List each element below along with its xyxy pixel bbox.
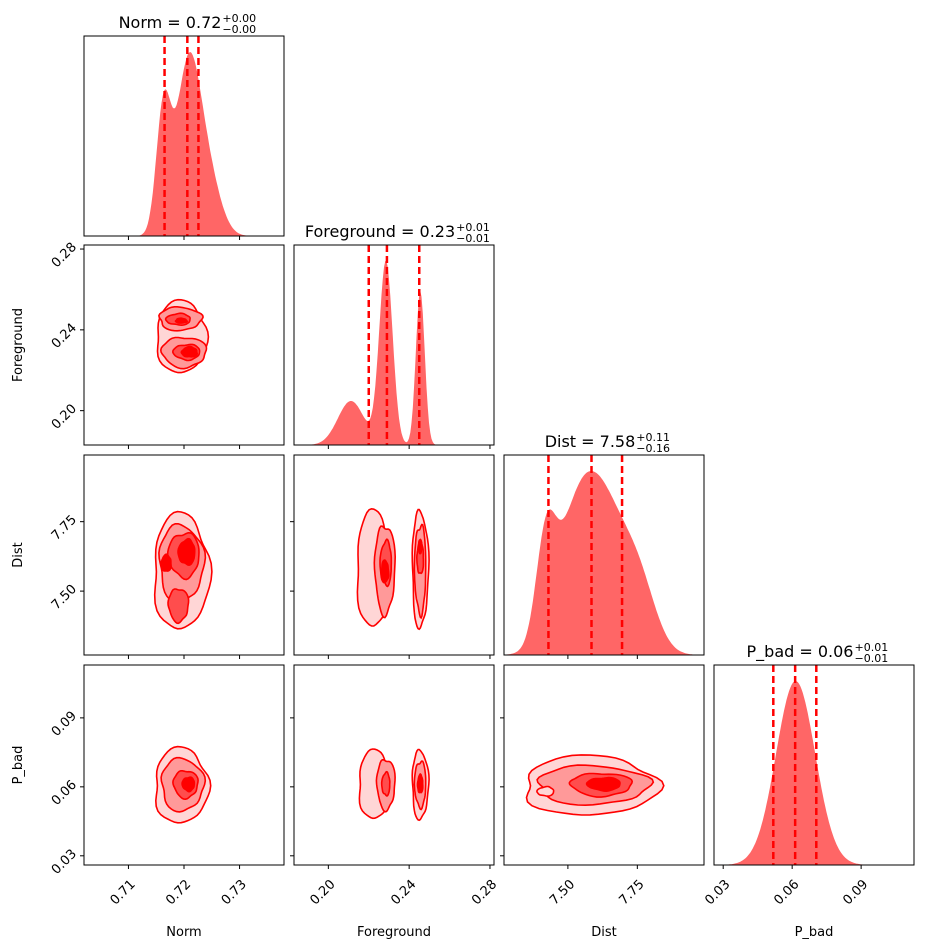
panel-foreground-foreground bbox=[293, 244, 495, 446]
contour-level-2 bbox=[380, 770, 391, 797]
title-sup-p_bad: +0.01 bbox=[854, 641, 888, 654]
x-axis-label-foreground: Foreground bbox=[357, 925, 431, 940]
x-tick-label-p_bad: 0.06 bbox=[771, 877, 802, 908]
contour-level-3 bbox=[585, 776, 621, 793]
y-axis-label-dist: Dist bbox=[11, 542, 26, 568]
contour-level-3 bbox=[177, 537, 196, 567]
title-sub-dist: −0.16 bbox=[636, 442, 670, 455]
panel-frames bbox=[83, 35, 915, 866]
x-axis-label-p_bad: P_bad bbox=[795, 925, 834, 940]
y-tick-label-p_bad: 0.03 bbox=[49, 847, 80, 878]
x-axis-label-dist: Dist bbox=[591, 925, 617, 940]
x-tick-label-p_bad: 0.09 bbox=[840, 877, 871, 908]
contour-level-3 bbox=[417, 538, 423, 555]
x-tick-label-dist: 7.75 bbox=[616, 877, 647, 908]
contour-level-3 bbox=[416, 773, 424, 794]
y-axis-label-p_bad: P_bad bbox=[11, 746, 26, 785]
contour-norm-vs-dist bbox=[153, 510, 213, 630]
x-tick-label-dist: 7.50 bbox=[547, 877, 578, 908]
title-sub-p_bad: −0.01 bbox=[854, 652, 888, 665]
tick-marks bbox=[80, 236, 862, 869]
title-sup-norm: +0.00 bbox=[222, 12, 256, 25]
panel-dist-p_bad bbox=[503, 664, 705, 866]
contour-level-2 bbox=[167, 588, 190, 625]
y-axis-label-foreground: Foreground bbox=[11, 308, 26, 382]
contour-level-3 bbox=[174, 317, 189, 324]
contour-level-0 bbox=[536, 785, 555, 798]
title-norm: Norm = 0.72 bbox=[119, 13, 222, 32]
x-tick-label-norm: 0.73 bbox=[219, 877, 250, 908]
histogram-foreground bbox=[294, 261, 494, 445]
histogram-norm bbox=[84, 52, 284, 236]
y-tick-label-p_bad: 0.06 bbox=[49, 778, 80, 809]
y-tick-label-dist: 7.75 bbox=[49, 512, 80, 543]
panel-p_bad-p_bad bbox=[713, 664, 915, 866]
contour-norm-vs-foreground bbox=[156, 298, 210, 374]
x-tick-label-foreground: 0.24 bbox=[388, 877, 419, 908]
contour-level-3 bbox=[181, 776, 196, 793]
x-tick-label-p_bad: 0.03 bbox=[702, 877, 733, 908]
title-foreground: Foreground = 0.23 bbox=[305, 222, 455, 241]
y-tick-label-foreground: 0.28 bbox=[49, 240, 80, 271]
y-tick-label-foreground: 0.24 bbox=[49, 321, 80, 352]
title-sup-dist: +0.11 bbox=[636, 431, 670, 444]
x-axis-label-norm: Norm bbox=[166, 925, 201, 940]
contour-level-3 bbox=[380, 559, 390, 584]
plot-fills bbox=[84, 52, 914, 865]
y-tick-label-p_bad: 0.09 bbox=[49, 709, 80, 740]
x-tick-label-foreground: 0.28 bbox=[469, 877, 500, 908]
contour-foreground-vs-p_bad bbox=[358, 748, 430, 822]
histogram-p_bad bbox=[714, 681, 914, 865]
title-sub-foreground: −0.01 bbox=[456, 232, 490, 245]
panel-foreground-p_bad bbox=[293, 664, 495, 866]
contour-norm-vs-p_bad bbox=[154, 745, 212, 824]
contour-level-3 bbox=[160, 553, 172, 572]
plot-lines bbox=[163, 36, 818, 865]
x-tick-label-norm: 0.71 bbox=[108, 877, 139, 908]
title-sup-foreground: +0.01 bbox=[456, 221, 490, 234]
x-tick-label-foreground: 0.20 bbox=[308, 877, 339, 908]
title-dist: Dist = 7.58 bbox=[545, 432, 636, 451]
histogram-dist bbox=[504, 471, 704, 655]
contour-level-3 bbox=[180, 345, 199, 358]
panel-dist-dist bbox=[503, 454, 705, 656]
title-p_bad: P_bad = 0.06 bbox=[747, 642, 854, 662]
y-tick-label-dist: 7.50 bbox=[49, 582, 80, 613]
x-tick-label-norm: 0.72 bbox=[163, 877, 194, 908]
contour-dist-vs-p_bad bbox=[525, 754, 665, 816]
panel-foreground-dist bbox=[293, 454, 495, 656]
contour-foreground-vs-dist bbox=[356, 507, 430, 631]
y-tick-label-foreground: 0.20 bbox=[49, 401, 80, 432]
title-sub-norm: −0.00 bbox=[222, 23, 256, 36]
